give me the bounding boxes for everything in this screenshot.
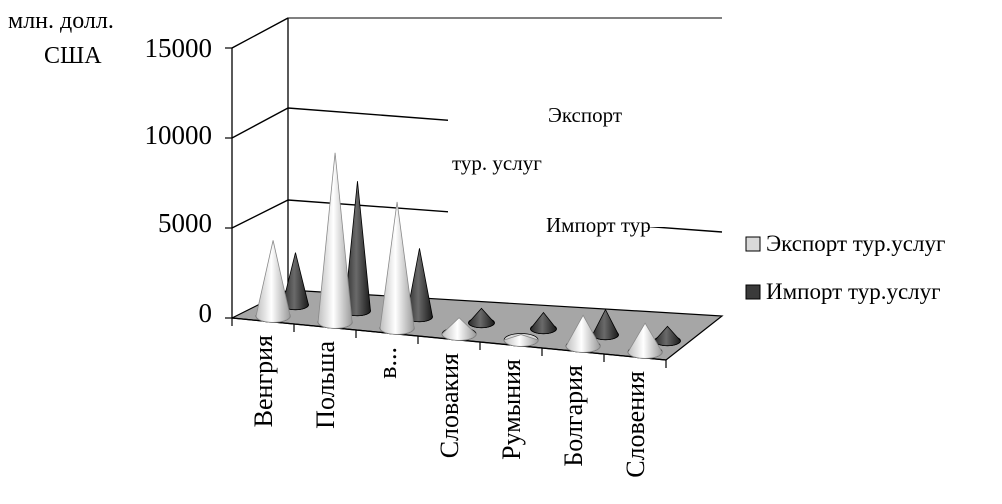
y-axis-unit-line-1: млн. долл.	[8, 8, 114, 34]
category-label-2: в...	[373, 347, 402, 379]
cone-export-3	[441, 317, 477, 341]
category-label-0: Венгрия	[249, 335, 278, 427]
y-tick-label-15000: 15000	[145, 33, 213, 63]
annotation-import: Импорт тур	[546, 213, 651, 237]
y-axis-unit-line-2: США	[44, 43, 102, 69]
category-label-5: Болгария	[559, 365, 588, 467]
category-label-3: Словакия	[435, 353, 464, 458]
legend-label-import: Импорт тур.услуг	[766, 279, 941, 304]
cone-export-0	[255, 240, 291, 323]
legend-label-export: Экспорт тур.услуг	[766, 231, 945, 256]
annotation-tur-uslug: тур. услуг	[452, 151, 542, 175]
category-label-1: Польша	[311, 341, 340, 429]
cone-marks	[255, 152, 681, 359]
cone-import-6	[654, 325, 681, 347]
legend-swatch-export	[745, 236, 761, 252]
gridline-15000	[231, 17, 722, 49]
legend: Экспорт тур.услуг Импорт тур.услуг	[745, 231, 945, 304]
cone-export-6	[627, 322, 663, 359]
y-tick-labels: 0 5000 10000 15000	[145, 33, 213, 328]
y-tick-label-5000: 5000	[158, 208, 212, 238]
cone-export-1	[317, 152, 353, 329]
annotation-box-1	[448, 86, 706, 204]
annotation-boxes: Экспорт тур. услуг Импорт тур	[448, 86, 706, 237]
annotation-box-2	[448, 207, 706, 227]
x-category-labels: Венгрия Польша в... Словакия Румыния Болгария…	[249, 335, 650, 478]
y-tick-label-0: 0	[199, 298, 213, 328]
annotation-export: Экспорт	[548, 103, 622, 127]
cone-export-5	[565, 314, 601, 353]
cone-import-0	[282, 252, 309, 311]
y-axis-unit-label: млн. долл. США	[8, 8, 120, 69]
category-label-6: Словения	[621, 371, 650, 478]
legend-swatch-import	[745, 284, 761, 300]
cone-export-4	[503, 333, 539, 347]
cone-import-3	[468, 307, 495, 329]
y-tick-label-10000: 10000	[145, 120, 213, 150]
category-label-4: Румыния	[497, 359, 526, 460]
axis-ticks	[225, 47, 667, 368]
cone-import-4	[530, 311, 557, 335]
cone-export-2	[379, 201, 415, 335]
